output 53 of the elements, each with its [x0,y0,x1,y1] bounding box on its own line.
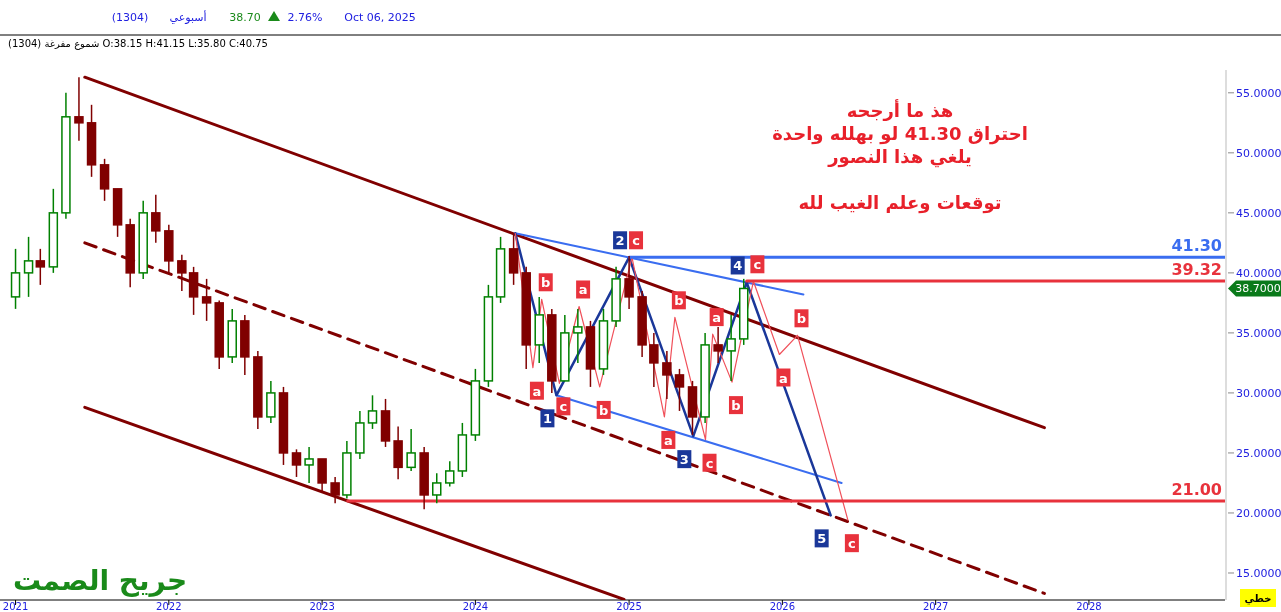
x-tick-label: 2023 [309,601,335,612]
annotation: a [532,383,542,399]
y-tick-label: 15.0000 [1236,566,1281,580]
annotation: 2 [615,233,625,249]
y-tick-label: 20.0000 [1236,506,1281,520]
annotation: جريح الصمت [12,564,188,597]
x-tick-label: 2026 [769,601,796,612]
y-tick-label: 50.0000 [1236,146,1281,160]
annotation: 3 [679,452,689,468]
annotation: 1 [542,411,552,427]
y-tick-label: 35.0000 [1236,326,1281,340]
annotation: توقعات وعلم الغيب لله [798,192,1002,214]
y-tick-label: 40.0000 [1236,266,1281,280]
x-tick-label: 2021 [2,601,29,612]
annotation: a [663,432,673,448]
text: Oct 06, 2025 [344,11,416,24]
annotation: a [578,282,588,298]
text: شموع مفرغة (1304) O:38.15 H:41.15 L:35.80 C:40.75 [8,38,268,50]
annotation: c [632,233,640,249]
text: 38.70 [229,11,261,24]
annotation: a [779,370,788,386]
annotation: b [599,402,609,418]
series-label: 39.32 [1171,260,1222,280]
annotation: b [541,275,551,291]
annotation: c [559,399,568,415]
text: خطي [1244,593,1272,605]
annotation: c [753,257,762,273]
y-tick-label: 25.0000 [1236,446,1281,460]
annotation: a [712,310,722,326]
annotation: b [796,311,807,327]
annotation: c [848,536,856,552]
series-label: 21.00 [1171,479,1222,499]
annotation: هذ ما أرجحه [846,99,954,121]
annotation: b [731,398,741,414]
x-tick-label: 2025 [616,601,642,612]
annotation: 5 [817,531,827,547]
annotation: b [674,293,684,309]
annotation: يلغي هذا النصور [827,146,972,168]
x-tick-label: 2028 [1076,601,1102,612]
x-tick-label: 2022 [156,601,182,612]
text: 38.7000 [1235,282,1281,296]
text: (1304) [111,11,149,24]
y-tick-label: 30.0000 [1236,386,1281,400]
annotation: 4 [733,258,743,274]
y-tick-label: 45.0000 [1236,206,1281,220]
annotation: احتراق 41.30 لو بهلله واحدة [772,123,1028,145]
annotation: c [705,455,714,471]
series-label: 41.30 [1171,236,1222,256]
x-tick-label: 2027 [922,601,949,612]
text: أسبوعي [169,10,207,24]
y-tick-label: 55.0000 [1236,86,1281,100]
text: 2.76% [287,11,323,24]
x-tick-label: 2024 [462,601,489,612]
